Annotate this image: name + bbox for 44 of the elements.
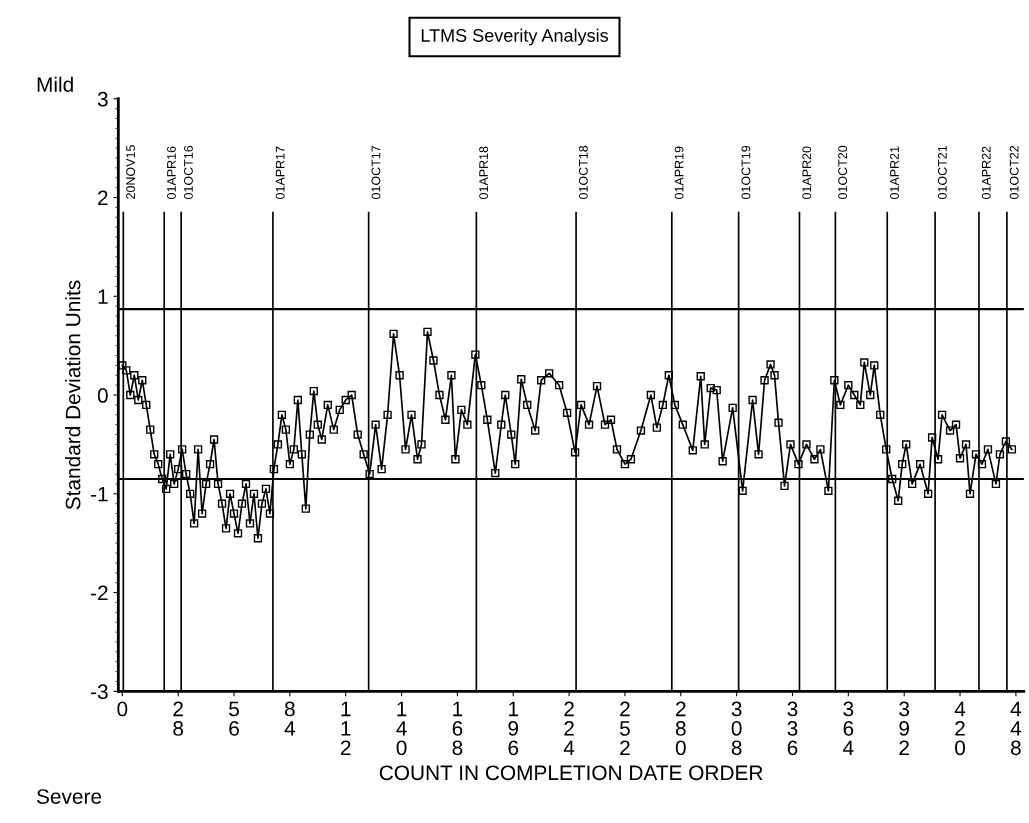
x-tick-label: 1 4 0 <box>396 701 407 756</box>
y-tick-label: -2 <box>91 585 108 601</box>
ref-line-label: 01OCT19 <box>741 145 751 200</box>
ref-line-label: 20NOV15 <box>126 145 136 199</box>
ref-line-label: 01OCT17 <box>371 145 381 200</box>
y-axis-title: Standard Deviation Units <box>65 280 81 510</box>
text: Mild <box>37 76 73 93</box>
y-tick-label: -3 <box>91 684 108 700</box>
x-tick-label: 3 6 4 <box>843 701 854 755</box>
text: Severe <box>36 789 102 804</box>
x-tick-label: 2 8 0 <box>675 701 686 756</box>
ref-line-label: 01OCT16 <box>184 145 193 200</box>
x-tick-label: 8 4 <box>284 701 296 736</box>
x-tick-label: 4 2 0 <box>954 701 966 756</box>
x-tick-label: 3 9 2 <box>899 701 910 755</box>
y-tick-label: 2 <box>98 190 108 206</box>
y-tick-label: 1 <box>98 289 108 304</box>
x-tick-label: 4 4 8 <box>1010 701 1022 756</box>
x-tick-label: 2 5 2 <box>619 701 630 755</box>
x-tick-label: 3 0 8 <box>731 701 742 756</box>
ref-line-label: 01APR22 <box>981 146 991 200</box>
x-tick-label: 2 2 4 <box>563 701 575 755</box>
x-tick-label: 3 3 6 <box>787 701 798 756</box>
x-axis-title: COUNT IN COMPLETION DATE ORDER <box>379 765 763 781</box>
ref-line-label: 01APR21 <box>890 146 899 200</box>
ref-line-label: 01APR17 <box>275 146 285 200</box>
x-tick-label: 5 6 <box>229 701 239 736</box>
ref-line-label: 01APR18 <box>479 146 489 200</box>
x-tick-label: 1 1 2 <box>340 701 351 755</box>
y-tick-label: -1 <box>91 487 108 502</box>
ref-line-label: 01OCT18 <box>578 145 588 200</box>
y-tick-label: 0 <box>97 388 108 403</box>
x-tick-label: 0 <box>117 701 128 717</box>
chart-title: LTMS Severity Analysis <box>421 28 609 46</box>
x-tick-label: 1 6 8 <box>452 701 463 756</box>
y-tick-label: 3 <box>97 91 108 107</box>
ref-line-label: 01APR16 <box>167 146 176 200</box>
ref-line-label: 01OCT20 <box>838 145 848 200</box>
ref-line-label: 01APR19 <box>674 146 684 200</box>
ref-line-label: 01APR20 <box>802 146 812 200</box>
ref-line-label: 01OCT21 <box>937 145 947 200</box>
x-tick-label: 1 9 6 <box>508 701 519 756</box>
x-tick-label: 2 8 <box>173 701 184 736</box>
ref-line-label: 01OCT22 <box>1009 145 1019 200</box>
